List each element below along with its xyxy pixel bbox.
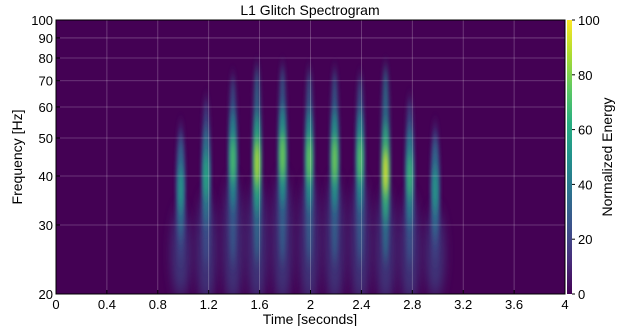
blip-6 [300, 68, 319, 294]
colorbar-tick-label: 40 [578, 177, 592, 192]
blip-8 [351, 75, 370, 294]
x-axis-label: Time [seconds] [263, 311, 357, 326]
x-tick-label: 2.4 [352, 297, 370, 312]
colorbar-tick-label: 100 [578, 13, 600, 28]
grid-lines [56, 20, 565, 294]
y-tick-label: 100 [31, 13, 53, 28]
colorbar-tick-label: 60 [578, 123, 592, 138]
x-axis-ticks: 0 0.4 0.8 1.2 1.6 2 2.4 2.8 3.2 3.6 4 [52, 290, 569, 312]
blip-9 [376, 64, 395, 294]
y-tick-label: 20 [39, 287, 53, 302]
colorbar [567, 20, 572, 294]
y-tick-label: 60 [39, 100, 53, 115]
blip-11 [426, 123, 445, 294]
y-tick-label: 30 [39, 218, 53, 233]
y-axis-ticks: 20 30 40 50 60 70 80 90 100 [31, 13, 60, 302]
blip-5 [273, 64, 292, 294]
blip-4 [248, 64, 267, 294]
x-tick-label: 3.6 [505, 297, 523, 312]
colorbar-tick-label: 0 [578, 287, 585, 302]
y-tick-label: 90 [39, 31, 53, 46]
x-tick-label: 1.6 [251, 297, 269, 312]
heatmap-layer [171, 64, 445, 294]
blip-3 [223, 75, 242, 294]
x-tick-label: 3.2 [454, 297, 472, 312]
blip-1 [171, 123, 190, 294]
x-tick-label: 0.4 [98, 297, 116, 312]
x-tick-label: 0.8 [149, 297, 167, 312]
x-tick-label: 2.8 [403, 297, 421, 312]
x-tick-label: 4 [561, 297, 568, 312]
x-tick-label: 1.2 [200, 297, 218, 312]
blip-7 [325, 68, 344, 294]
blip-10 [400, 97, 419, 294]
y-axis-label: Frequency [Hz] [9, 110, 25, 205]
colorbar-ticks: 0 20 40 60 80 100 [572, 13, 600, 302]
blip-2 [197, 97, 216, 294]
x-tick-label: 0 [52, 297, 59, 312]
y-tick-label: 70 [39, 74, 53, 89]
chart-title: L1 Glitch Spectrogram [240, 2, 379, 18]
colorbar-label: Normalized Energy [599, 97, 615, 216]
y-tick-label: 80 [39, 51, 53, 66]
y-tick-label: 50 [39, 131, 53, 146]
colorbar-tick-label: 20 [578, 232, 592, 247]
x-tick-label: 2 [307, 297, 314, 312]
colorbar-tick-label: 80 [578, 68, 592, 83]
y-tick-label: 40 [39, 169, 53, 184]
